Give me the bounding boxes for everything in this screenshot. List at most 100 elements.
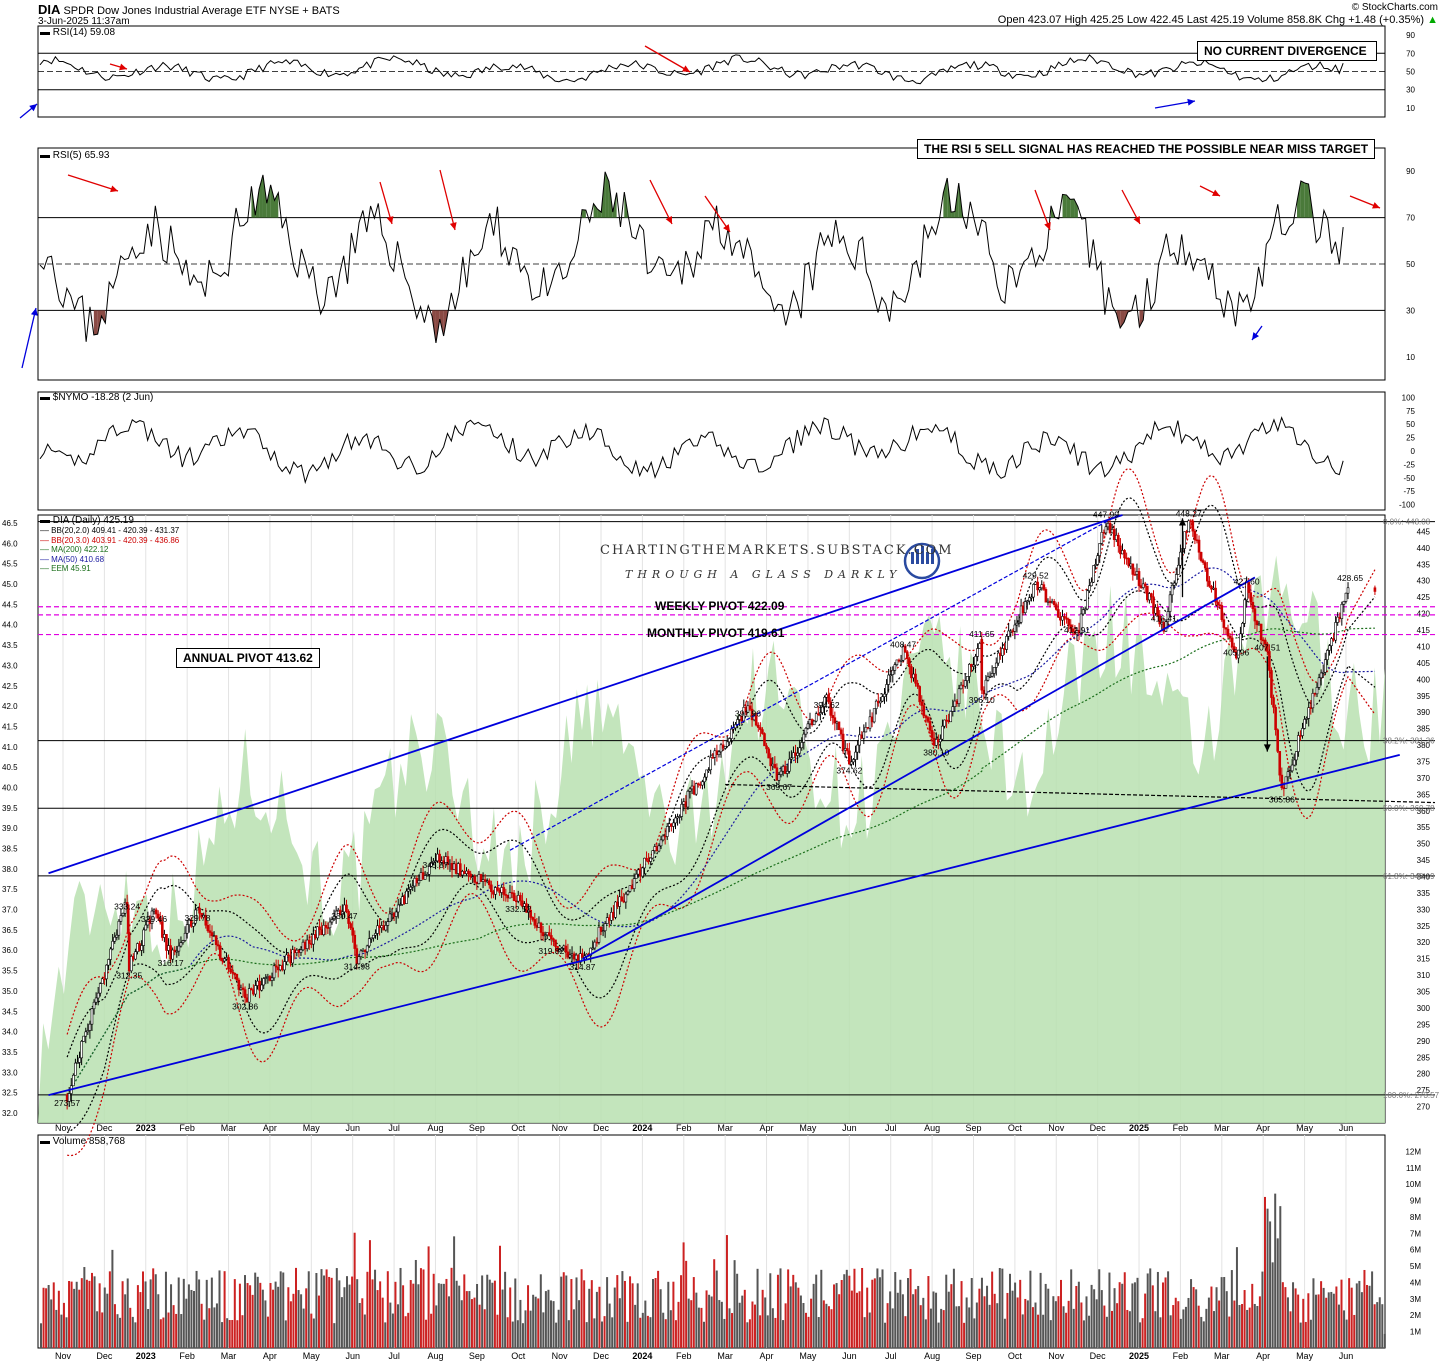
volume-bar (649, 1317, 652, 1348)
eem-tick-label: 42.5 (2, 682, 18, 691)
candle-body (183, 932, 187, 941)
candle-body (725, 741, 729, 747)
y-tick-label: 375 (1417, 757, 1431, 766)
candle-body (899, 660, 903, 662)
candle-body (1148, 593, 1151, 601)
volume-bar (754, 1304, 756, 1348)
candle-body (314, 934, 317, 939)
x-tick-label: Apr (760, 1351, 774, 1361)
candle-body (1046, 600, 1050, 603)
volume-bar (65, 1317, 68, 1348)
candle-body (434, 860, 437, 863)
eem-tick-label: 46.0 (2, 539, 18, 548)
candle-body (508, 892, 512, 899)
fib-label: 50.0%: 360.78 (1383, 804, 1435, 813)
candle-body (754, 715, 758, 726)
candle-body (552, 938, 555, 941)
candle-body (699, 784, 702, 786)
candle-body (500, 887, 503, 893)
volume-bar (282, 1272, 285, 1348)
volume-bar (838, 1294, 841, 1348)
candle-body (76, 1062, 79, 1064)
volume-bar (1274, 1193, 1277, 1348)
swing-label: 427.60 (1234, 577, 1260, 587)
candle-body (289, 955, 292, 964)
candle-body (241, 987, 245, 990)
rsi5-label: ▬ RSI(5) 65.93 (40, 150, 110, 161)
volume-bar (315, 1273, 318, 1348)
candle-body (67, 1093, 71, 1102)
volume-bar (453, 1236, 456, 1348)
volume-bar (942, 1310, 945, 1348)
x-tick-label: Dec (96, 1123, 113, 1133)
candle-body (1096, 555, 1099, 565)
candle-body (161, 921, 164, 938)
candle-body (759, 727, 762, 730)
volume-bar (843, 1274, 846, 1348)
volume-bar (623, 1280, 626, 1348)
candle-body (293, 949, 297, 953)
candle-body (1048, 600, 1052, 604)
volume-bar (274, 1281, 277, 1348)
volume-bar (1103, 1305, 1106, 1348)
candle-body (560, 947, 563, 951)
candle-body (711, 756, 715, 759)
eem-tick-label: 36.5 (2, 926, 18, 935)
candle-body (519, 895, 522, 902)
x-tick-label: Jun (345, 1351, 360, 1361)
candle-body (1042, 584, 1046, 590)
volume-bar (249, 1285, 252, 1348)
candle-body (1143, 583, 1147, 587)
fib-label: 61.8%: 340.19 (1383, 872, 1435, 881)
volume-bar (733, 1260, 736, 1348)
volume-bar (552, 1301, 555, 1348)
volume-bar (473, 1297, 476, 1348)
x-tick-label: Dec (1090, 1123, 1107, 1133)
volume-bar (644, 1300, 647, 1348)
candle-body (955, 700, 959, 704)
volume-bar (1062, 1306, 1065, 1348)
fib-label: 0.0%: 448.08 (1383, 518, 1431, 527)
volume-bar (40, 1323, 42, 1348)
overbought-fill (1304, 182, 1309, 218)
volume-bar (756, 1268, 759, 1348)
swing-label: 345.87 (422, 860, 448, 870)
y-tick-label: 285 (1417, 1053, 1431, 1062)
candle-body (258, 980, 261, 991)
y-tick-label: 10 (1406, 104, 1415, 113)
y-tick-label: 9M (1410, 1197, 1421, 1206)
volume-bar (876, 1268, 879, 1348)
volume-bar (835, 1283, 838, 1348)
candle-body (1057, 609, 1060, 618)
swing-label: 391.96 (735, 709, 761, 719)
candle-body (579, 953, 582, 963)
volume-bar (575, 1277, 578, 1348)
candle-body (407, 889, 410, 892)
volume-bar (779, 1268, 782, 1348)
overbought-fill (1066, 194, 1071, 218)
volume-bar (952, 1268, 955, 1348)
volume-bar (419, 1268, 422, 1348)
x-tick-label: Aug (427, 1351, 443, 1361)
volume-bar (144, 1281, 147, 1348)
candle-body (361, 950, 365, 952)
volume-bar (695, 1292, 698, 1348)
volume-bar (710, 1296, 713, 1348)
volume-bar (621, 1271, 624, 1348)
candle-body (1290, 764, 1294, 772)
candle-body (347, 911, 350, 924)
volume-bar (351, 1276, 354, 1348)
volume-bar (588, 1288, 591, 1348)
y-tick-label: 4M (1410, 1278, 1421, 1287)
candle-body (401, 896, 404, 905)
volume-bar (659, 1289, 662, 1348)
volume-bar (1332, 1293, 1335, 1348)
candle-body (773, 763, 777, 769)
y-tick-label: 345 (1417, 856, 1431, 865)
volume-bar (674, 1320, 677, 1348)
volume-bar (751, 1301, 754, 1348)
candle-body (177, 945, 181, 952)
candle-body (78, 1057, 81, 1063)
candle-body (1195, 539, 1199, 542)
candle-body (154, 909, 158, 915)
